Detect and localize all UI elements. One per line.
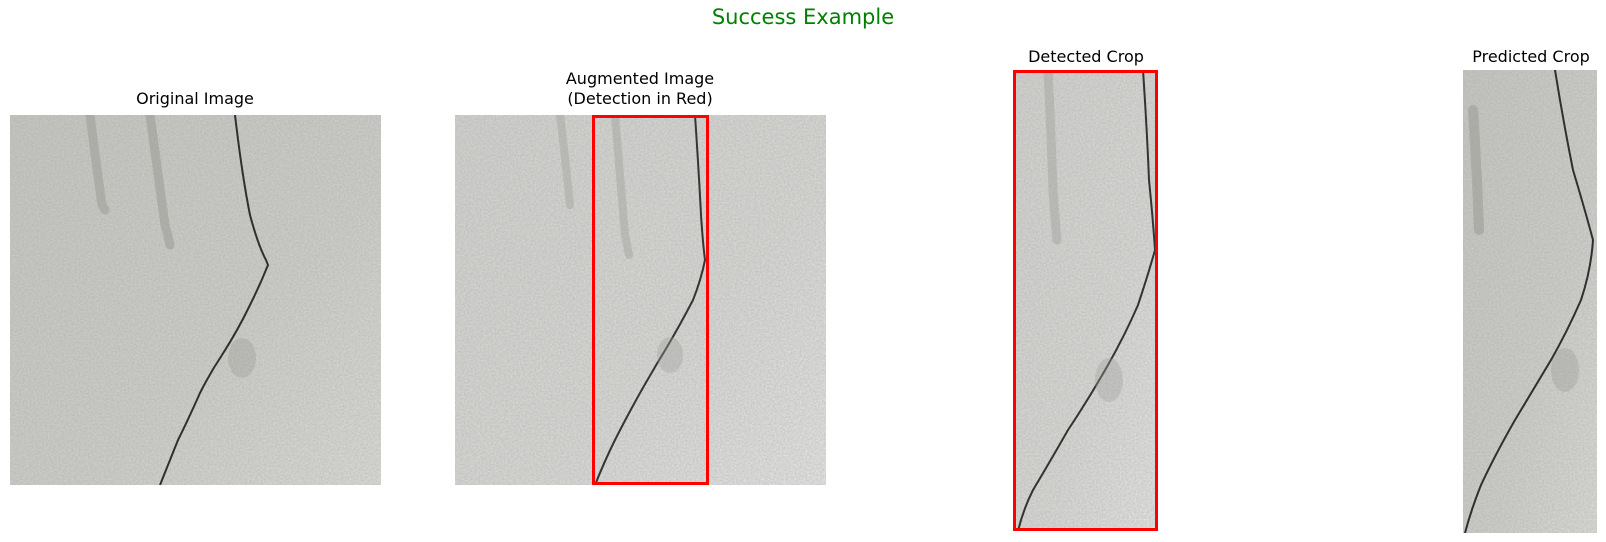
panel-title-augmented-line1: Augmented Image xyxy=(565,69,715,88)
predicted-crop-image xyxy=(1463,70,1597,533)
panel-title-detected: Detected Crop xyxy=(1028,47,1144,66)
panel-title-augmented-line2: (Detection in Red) xyxy=(567,89,713,108)
figure-title: Success Example xyxy=(711,5,895,29)
original-image xyxy=(10,115,381,485)
panel-title-augmented: Augmented Image (Detection in Red) xyxy=(566,69,714,109)
augmented-image xyxy=(455,115,826,485)
detected-crop-image xyxy=(1013,70,1158,531)
panel-title-original: Original Image xyxy=(136,89,254,108)
panel-title-predicted: Predicted Crop xyxy=(1472,47,1590,66)
